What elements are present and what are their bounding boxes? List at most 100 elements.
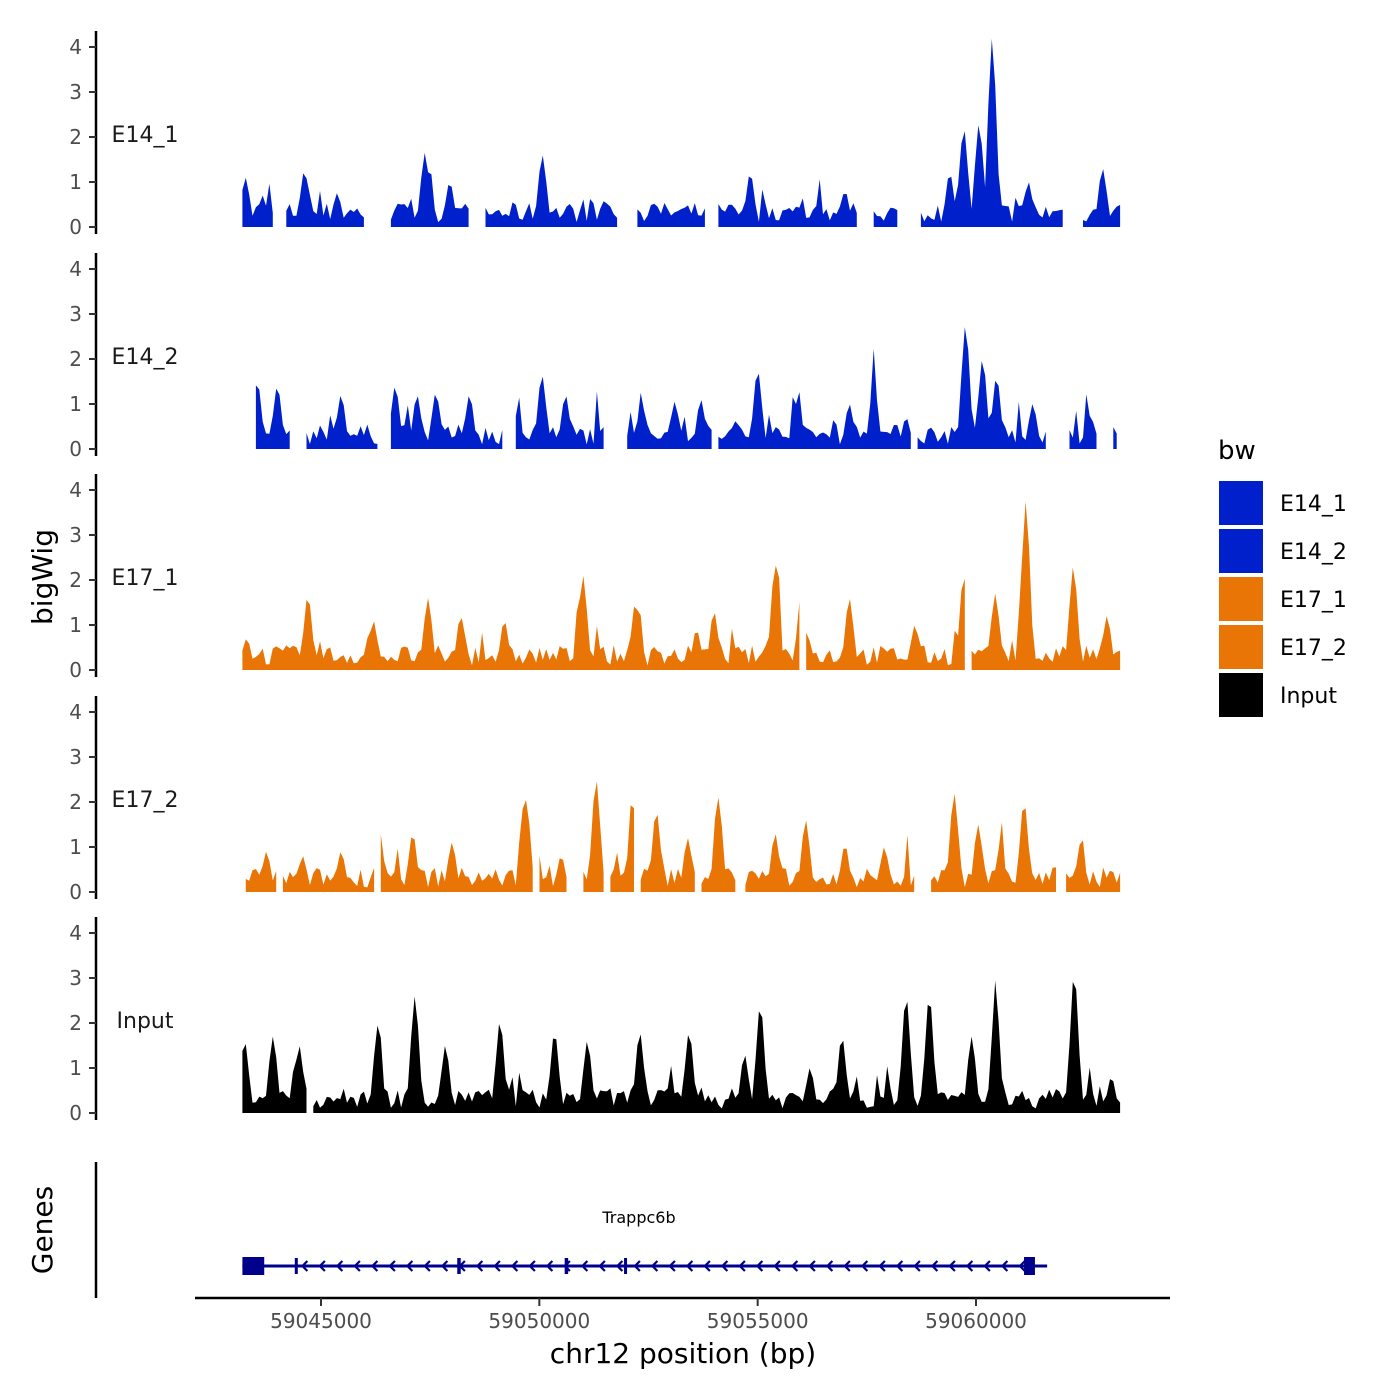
signal-area-E14_2: [627, 392, 712, 449]
signal-area-E17_2: [701, 797, 736, 892]
strand-arrow: [668, 1260, 676, 1272]
strand-arrow: [685, 1260, 694, 1272]
strand-arrow: [633, 1260, 641, 1272]
track-E17_2: 0 1 2 3 4 E17_2: [69, 696, 1121, 904]
strand-arrow: [983, 1260, 991, 1272]
signal-area-E17_2: [583, 781, 604, 892]
y-tick-label: 0: [69, 1101, 82, 1125]
tracks-layer: 0 1 2 3 4 E14_1 0 1 2 3 4 E14_2 0 1 2 3 4 E17_1 0 1 2 3 4 E17_2…: [69, 31, 1121, 1125]
y-tick-label: 0: [69, 215, 82, 239]
gene-exon: [624, 1258, 628, 1274]
legend-swatch-E17_1: [1219, 577, 1263, 621]
track-E14_2: 0 1 2 3 4 E14_2: [69, 253, 1117, 461]
legend-label: E17_1: [1280, 588, 1347, 613]
signal-area-E14_1: [242, 177, 273, 227]
signal-area-E14_1: [637, 203, 705, 227]
strand-arrow: [388, 1260, 396, 1272]
y-tick-label: 1: [69, 170, 82, 194]
track-label: E14_2: [112, 345, 179, 370]
track-Input: 0 1 2 3 4 Input: [69, 917, 1121, 1125]
legend: bw E14_1 E14_2 E17_1 E17_2 Input: [1218, 436, 1347, 717]
strand-arrow: [930, 1260, 939, 1272]
y-tick-label: 2: [69, 347, 82, 371]
strand-arrow: [1018, 1260, 1026, 1272]
signal-area-E14_1: [390, 152, 469, 227]
strand-arrow: [843, 1260, 851, 1272]
signal-area-E14_1: [1083, 169, 1121, 227]
signal-area-E17_1: [971, 501, 1121, 670]
y-tick-label: 3: [69, 523, 82, 547]
y-tick-label: 4: [69, 35, 82, 59]
strand-arrow: [1000, 1260, 1009, 1272]
track-E17_1: 0 1 2 3 4 E17_1: [69, 474, 1121, 682]
signal-area-E17_2: [1066, 840, 1121, 892]
x-axis: chr12 position (bp) 59045000 59050000 5905…: [195, 1296, 1170, 1370]
signal-area-E14_1: [920, 38, 1063, 228]
strand-arrow: [300, 1260, 309, 1272]
signal-area-E14_2: [718, 348, 911, 449]
strand-arrow: [825, 1260, 834, 1272]
track-label: E17_1: [112, 566, 179, 591]
strand-arrow: [895, 1260, 904, 1272]
signal-area-E14_2: [515, 376, 604, 449]
track-label: Input: [117, 1009, 174, 1034]
strand-arrow: [615, 1260, 624, 1272]
legend-title: bw: [1218, 436, 1256, 466]
signal-area-Input: [242, 1036, 307, 1113]
signal-area-Input: [313, 980, 1121, 1113]
track-E14_1: 0 1 2 3 4 E14_1: [69, 31, 1121, 239]
legend-label: Input: [1280, 684, 1337, 709]
x-tick-label: 59050000: [488, 1309, 590, 1333]
strand-arrow: [755, 1260, 764, 1272]
y-tick-label: 1: [69, 1056, 82, 1080]
x-tick-label: 59045000: [270, 1309, 372, 1333]
signal-area-E17_1: [806, 578, 965, 670]
y-axis-title: bigWig: [26, 529, 59, 625]
gene-name: Trappc6b: [601, 1208, 675, 1227]
signal-area-E17_2: [245, 851, 277, 892]
y-tick-label: 2: [69, 568, 82, 592]
track-label: E17_2: [112, 788, 179, 813]
signal-area-E14_2: [917, 327, 1046, 449]
gene-exon: [294, 1258, 298, 1274]
y-tick-label: 1: [69, 613, 82, 637]
strand-arrow: [423, 1260, 431, 1272]
strand-arrow: [703, 1260, 711, 1272]
gene-panel: Genes Trappc6b: [26, 1162, 1048, 1298]
y-tick-label: 0: [69, 658, 82, 682]
y-tick-label: 4: [69, 700, 82, 724]
y-tick-label: 1: [69, 835, 82, 859]
gene-exon: [564, 1258, 569, 1274]
strand-arrow: [948, 1260, 956, 1272]
y-tick-label: 3: [69, 745, 82, 769]
strand-arrow: [878, 1260, 886, 1272]
strand-arrow: [808, 1260, 816, 1272]
legend-swatch-E14_1: [1219, 481, 1263, 525]
strand-arrow: [353, 1260, 361, 1272]
signal-area-E14_1: [873, 207, 898, 227]
strand-arrow: [440, 1260, 449, 1272]
signal-area-E14_2: [1069, 394, 1097, 449]
legend-label: E17_2: [1280, 636, 1347, 661]
legend-swatch-Input: [1219, 673, 1263, 717]
legend-swatch-E17_2: [1219, 625, 1263, 669]
gene-exon: [457, 1258, 461, 1274]
strand-arrow: [545, 1260, 554, 1272]
strand-arrow: [318, 1260, 326, 1272]
x-axis-title: chr12 position (bp): [550, 1337, 816, 1370]
gene-exon: [242, 1257, 265, 1275]
signal-area-E14_2: [255, 385, 290, 449]
track-label: E14_1: [112, 123, 179, 148]
strand-arrow: [528, 1260, 536, 1272]
strand-arrow: [965, 1260, 974, 1272]
y-tick-label: 2: [69, 125, 82, 149]
strand-arrow: [335, 1260, 344, 1272]
strand-arrow: [913, 1260, 921, 1272]
signal-area-E14_2: [390, 387, 503, 449]
signal-area-E17_2: [539, 855, 567, 892]
y-tick-label: 3: [69, 966, 82, 990]
x-tick-label: 59055000: [707, 1309, 809, 1333]
strand-arrow: [790, 1260, 799, 1272]
strand-arrow: [598, 1260, 606, 1272]
